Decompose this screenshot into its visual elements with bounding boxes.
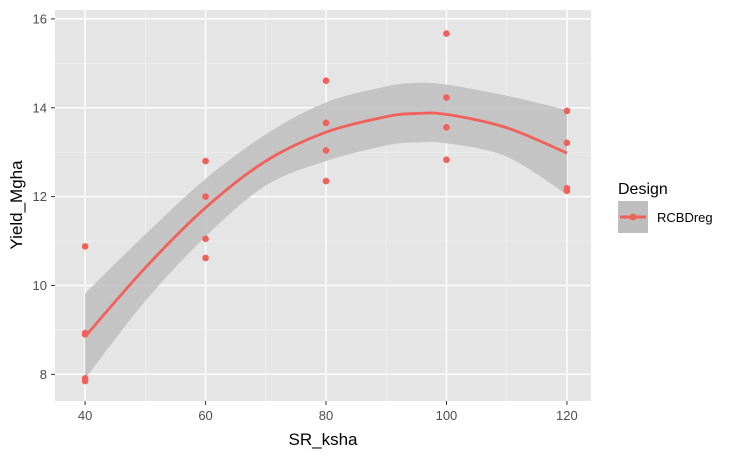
data-point [322, 177, 330, 185]
y-axis-title: Yield_Mgha [7, 160, 26, 250]
data-point [81, 377, 89, 385]
y-tick-label: 14 [33, 100, 47, 115]
data-point [443, 94, 450, 101]
data-point [202, 235, 209, 243]
x-tick-label: 40 [78, 408, 92, 423]
x-tick-label: 100 [436, 408, 458, 423]
data-point [443, 30, 450, 37]
data-point [563, 139, 571, 147]
data-point [202, 193, 209, 200]
legend: Design RCBDreg [618, 181, 713, 233]
y-tick-label: 16 [33, 11, 47, 26]
data-point [202, 157, 209, 165]
data-point [202, 254, 209, 262]
data-point [563, 187, 571, 195]
fit-line [84, 111, 568, 338]
x-tick-label: 80 [319, 408, 333, 423]
y-tick-label: 8 [40, 367, 47, 382]
x-axis-ticks: 40 60 80 100 120 [78, 401, 578, 423]
y-axis-ticks: 8 10 12 14 16 [33, 11, 55, 382]
data-point [322, 119, 330, 127]
y-tick-label: 12 [33, 189, 47, 204]
data-point [443, 124, 450, 131]
y-tick-label: 10 [33, 278, 47, 293]
x-axis-title: SR_ksha [289, 430, 359, 449]
smooth-fit-line [84, 111, 568, 338]
data-point [443, 156, 450, 164]
panel-background [55, 10, 591, 401]
legend-label-rcbdreg: RCBDreg [657, 210, 713, 225]
legend-key-point [629, 213, 637, 221]
data-point [563, 107, 571, 115]
data-points [81, 30, 571, 385]
x-tick-label: 120 [556, 408, 578, 423]
data-point [322, 147, 330, 154]
data-point [322, 77, 330, 84]
legend-title: Design [618, 181, 668, 198]
x-tick-label: 60 [198, 408, 212, 423]
data-point [81, 243, 89, 250]
